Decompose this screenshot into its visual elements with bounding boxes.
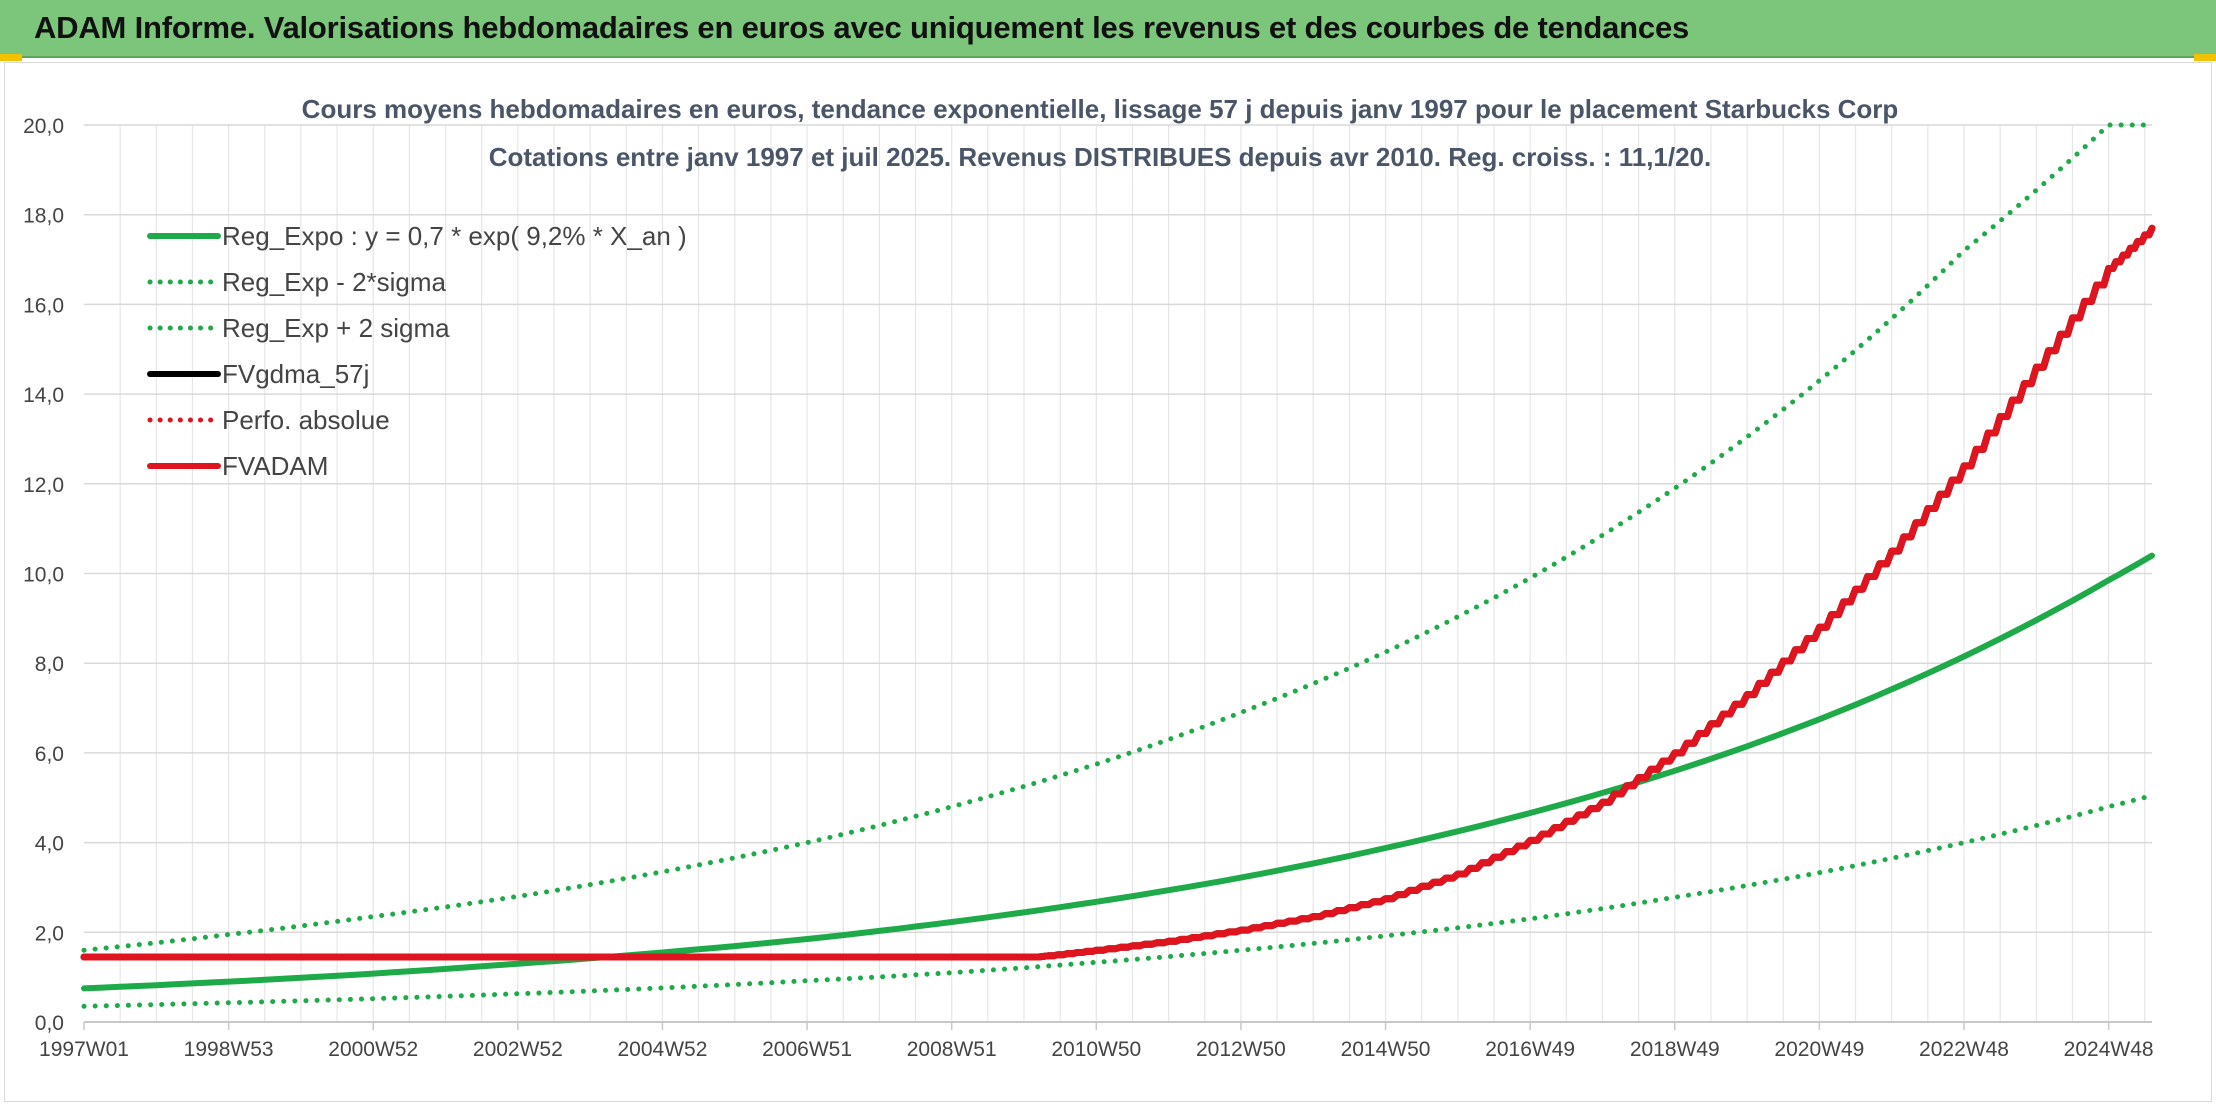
y-tick-label: 20,0	[23, 115, 64, 138]
x-tick-label: 2018W49	[1630, 1038, 1720, 1061]
chart-title: Cours moyens hebdomadaires en euros, ten…	[302, 94, 1899, 124]
x-tick-label: 2012W50	[1196, 1038, 1286, 1061]
y-tick-label: 12,0	[23, 474, 64, 497]
y-tick-label: 14,0	[23, 384, 64, 407]
chart-legend: Reg_Expo : y = 0,7 * exp( 9,2% * X_an ) R…	[147, 221, 687, 481]
chart-frame	[4, 62, 2212, 1102]
series-layer	[80, 122, 2156, 1009]
x-tick-label: 2004W52	[618, 1038, 708, 1061]
x-tick-label: 1998W53	[184, 1038, 274, 1061]
legend-label-0: Reg_Expo : y = 0,7 * exp( 9,2% * X_an )	[222, 221, 687, 251]
y-tick-label: 16,0	[23, 294, 64, 317]
y-tick-label: 8,0	[35, 653, 64, 676]
legend-label-2: Reg_Exp + 2 sigma	[222, 313, 450, 343]
x-tick-label: 2022W48	[1919, 1038, 2009, 1061]
y-tick-label: 10,0	[23, 564, 64, 587]
corner-mark-right	[2194, 54, 2216, 61]
legend-label-1: Reg_Exp - 2*sigma	[222, 267, 447, 297]
series-line-5	[80, 224, 2156, 961]
grid-layer	[84, 124, 2152, 1023]
axis-layer: 0,0 2,0 4,0 6,0 8,0 10,0 12,0 14,0 16,0 18,0 20,0 1…	[23, 115, 2153, 1061]
series-line-0	[81, 552, 2155, 992]
chart-subtitle: Cotations entre janv 1997 et juil 2025. …	[489, 142, 1712, 172]
x-tick-label: 2010W50	[1051, 1038, 1141, 1061]
report-banner: ADAM Informe. Valorisations hebdomadaire…	[0, 0, 2216, 58]
y-tick-label: 4,0	[35, 833, 64, 856]
legend-label-4: Perfo. absolue	[222, 405, 390, 435]
series-line-1	[81, 793, 2155, 1009]
series-line-2	[81, 122, 2155, 953]
y-tick-label: 0,0	[35, 1012, 64, 1035]
y-tick-label: 6,0	[35, 743, 64, 766]
y-tick-label: 18,0	[23, 205, 64, 228]
x-tick-label: 2006W51	[762, 1038, 852, 1061]
x-tick-label: 2014W50	[1341, 1038, 1431, 1061]
x-tick-label: 2008W51	[907, 1038, 997, 1061]
x-tick-label: 2024W48	[2064, 1038, 2154, 1061]
report-title: ADAM Informe. Valorisations hebdomadaire…	[34, 10, 1690, 45]
corner-mark-left	[0, 54, 22, 61]
x-tick-label: 2000W52	[328, 1038, 418, 1061]
x-tick-label: 2002W52	[473, 1038, 563, 1061]
legend-label-3: FVgdma_57j	[222, 359, 369, 389]
x-tick-label: 2016W49	[1485, 1038, 1575, 1061]
legend-label-5: FVADAM	[222, 451, 328, 481]
y-tick-label: 2,0	[35, 922, 64, 945]
x-tick-label: 1997W01	[39, 1038, 129, 1061]
x-tick-label: 2020W49	[1774, 1038, 1864, 1061]
